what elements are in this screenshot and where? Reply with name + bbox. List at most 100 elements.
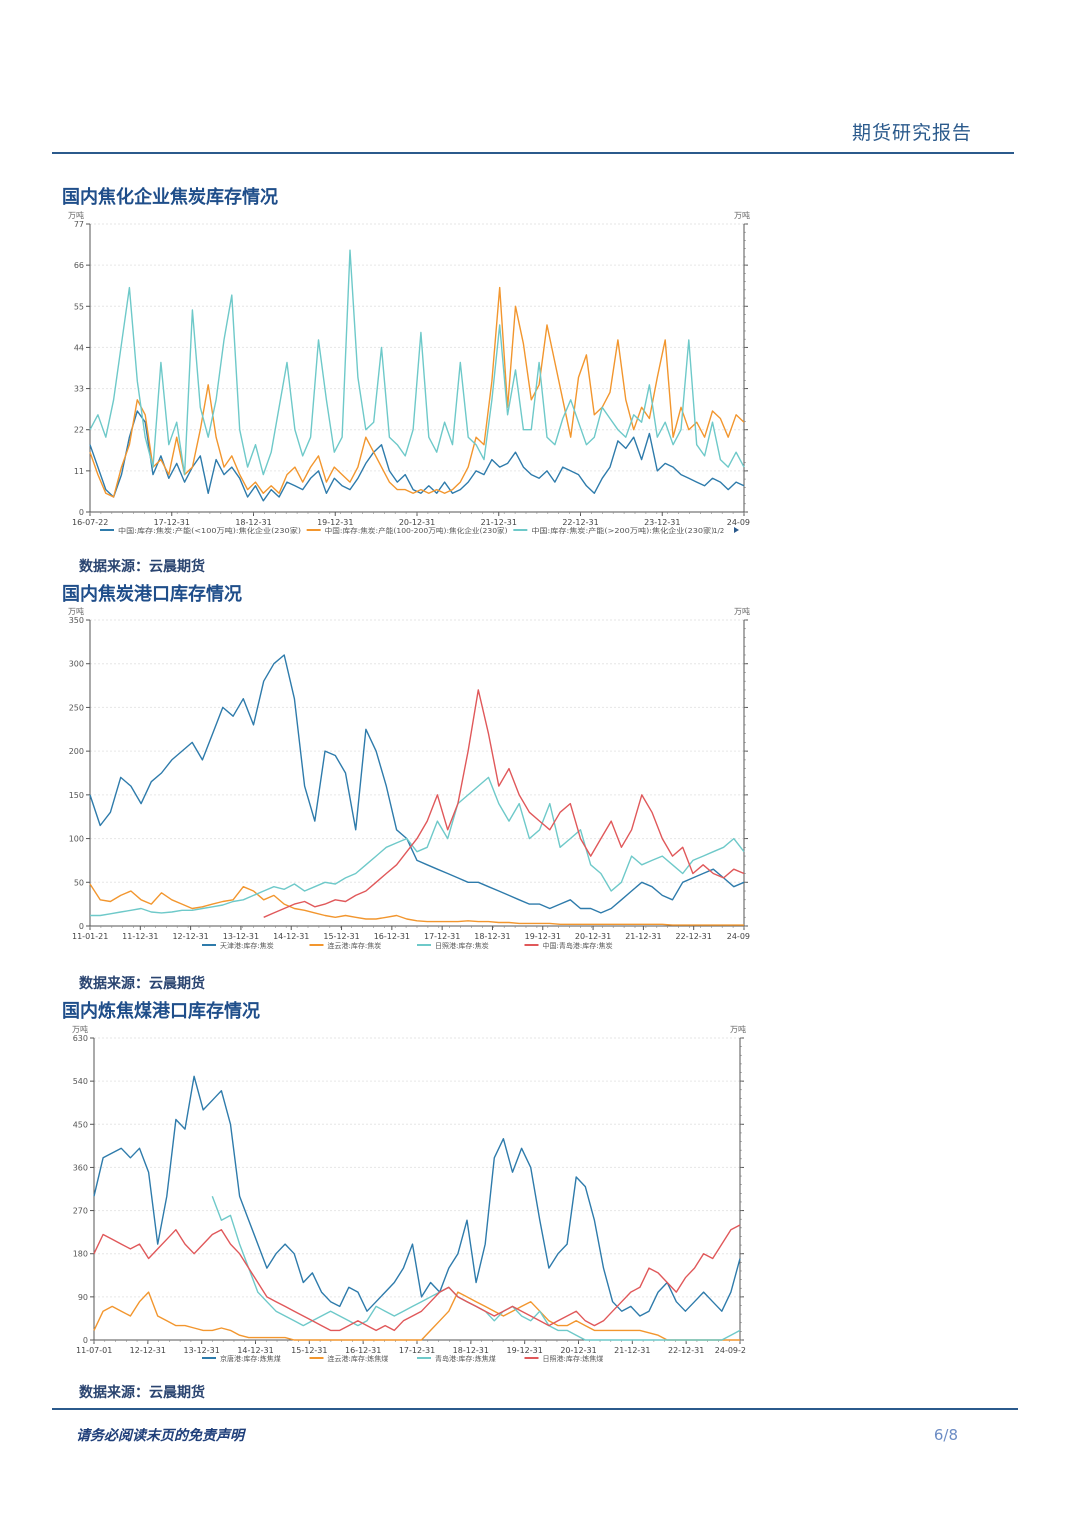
legend-label[interactable]: 连云港:库存:焦炭 bbox=[328, 941, 382, 950]
series-line bbox=[93, 1224, 741, 1332]
x-tick-label: 20-12-31 bbox=[399, 518, 435, 527]
chart3-title: 国内炼焦煤港口库存情况 bbox=[62, 1001, 260, 1022]
legend-label[interactable]: 中国:库存:焦炭:产能(100-200万吨):焦化企业(230家) bbox=[325, 526, 508, 535]
chart2-svg: 万吨 万吨 0 50 100 150 200 250 300 350 11-01-21 11-12-3… bbox=[68, 606, 750, 950]
series-line bbox=[89, 286, 745, 498]
x-tick-label: 15-12-31 bbox=[291, 1346, 327, 1355]
x-tick-label: 12-12-31 bbox=[130, 1346, 166, 1355]
chart2-title: 国内焦炭港口库存情况 bbox=[62, 584, 242, 605]
y-tick-label: 100 bbox=[69, 835, 84, 844]
x-tick-label: 19-12-31 bbox=[507, 1346, 543, 1355]
x-tick-label: 11-12-31 bbox=[122, 932, 158, 941]
legend-pager: 1/2 bbox=[713, 527, 724, 535]
y-tick-label: 66 bbox=[74, 261, 84, 270]
x-tick-label: 17-12-31 bbox=[154, 518, 190, 527]
series-line bbox=[211, 1195, 741, 1341]
x-tick-label: 20-12-31 bbox=[575, 932, 611, 941]
x-tick-label: 18-12-31 bbox=[474, 932, 510, 941]
legend-label[interactable]: 日照港:库存:焦炭 bbox=[435, 941, 489, 950]
y-tick-label: 150 bbox=[69, 791, 84, 800]
x-tick-label: 16-07-22 bbox=[72, 518, 108, 527]
header-divider bbox=[52, 152, 1014, 154]
series-line bbox=[263, 689, 745, 918]
x-tick-label: 22-12-31 bbox=[668, 1346, 704, 1355]
x-tick-label: 18-12-31 bbox=[453, 1346, 489, 1355]
y-tick-label: 55 bbox=[74, 302, 84, 311]
chart1-source: 数据来源：云晨期货 bbox=[79, 559, 205, 575]
report-header-title: 期货研究报告 bbox=[851, 122, 972, 144]
y-tick-label: 50 bbox=[74, 878, 84, 887]
x-tick-label: 11-01-21 bbox=[72, 932, 108, 941]
legend-label[interactable]: 中国:库存:焦炭:产能(<100万吨):焦化企业(230家) bbox=[118, 526, 301, 535]
chart2-source: 数据来源：云晨期货 bbox=[79, 976, 205, 992]
x-tick-label: 13-12-31 bbox=[184, 1346, 220, 1355]
right-unit-label: 万吨 bbox=[734, 210, 750, 220]
chart2-container: 万吨 万吨 0 50 100 150 200 250 300 350 11-01-21 11-12-3… bbox=[62, 604, 762, 956]
series-line bbox=[89, 654, 745, 914]
series-line bbox=[89, 883, 744, 926]
y-tick-label: 200 bbox=[69, 747, 84, 756]
chart3-container: 万吨 万吨 0 90 180 270 360 450 540 630 11-07-01 12-12-3… bbox=[62, 1022, 762, 1370]
right-unit-label: 万吨 bbox=[730, 1024, 746, 1034]
x-tick-label: 21-12-31 bbox=[614, 1346, 650, 1355]
x-tick-label: 11-07-01 bbox=[76, 1346, 112, 1355]
y-tick-label: 33 bbox=[74, 385, 84, 394]
legend-prev-icon[interactable] bbox=[704, 527, 709, 533]
x-tick-label: 14-12-31 bbox=[237, 1346, 273, 1355]
x-tick-label: 19-12-31 bbox=[525, 932, 561, 941]
y-tick-label: 22 bbox=[74, 426, 84, 435]
y-tick-label: 0 bbox=[79, 922, 84, 931]
series-line bbox=[89, 249, 745, 476]
y-tick-label: 90 bbox=[78, 1293, 88, 1302]
y-tick-label: 44 bbox=[74, 343, 84, 352]
x-tick-label: 24-09-2 bbox=[715, 1346, 746, 1355]
x-tick-label: 24-09 bbox=[727, 518, 750, 527]
x-tick-label: 12-12-31 bbox=[172, 932, 208, 941]
legend-next-icon[interactable] bbox=[734, 527, 739, 533]
y-tick-label: 300 bbox=[69, 660, 84, 669]
legend-label[interactable]: 中国:库存:焦炭:产能(>200万吨):焦化企业(230家) bbox=[531, 526, 714, 535]
y-tick-label: 250 bbox=[69, 703, 84, 712]
chart1-title: 国内焦化企业焦炭库存情况 bbox=[62, 187, 278, 208]
left-unit-label: 万吨 bbox=[68, 210, 84, 220]
chart3-source: 数据来源：云晨期货 bbox=[79, 1385, 205, 1401]
series-line bbox=[93, 1075, 741, 1317]
chart1-container: 万吨 万吨 0 11 22 33 44 55 66 77 16-07-22 17-12-31 18-12… bbox=[62, 208, 762, 540]
x-tick-label: 23-12-31 bbox=[644, 518, 680, 527]
page-number: 6/8 bbox=[933, 1426, 958, 1444]
x-tick-label: 13-12-31 bbox=[223, 932, 259, 941]
legend-label[interactable]: 京唐港:库存:炼焦煤 bbox=[220, 1354, 281, 1363]
left-unit-label: 万吨 bbox=[72, 1024, 88, 1034]
series-line bbox=[93, 1291, 740, 1341]
x-tick-label: 15-12-31 bbox=[323, 932, 359, 941]
x-tick-label: 20-12-31 bbox=[560, 1346, 596, 1355]
y-tick-label: 11 bbox=[74, 467, 84, 476]
legend-label[interactable]: 天津港:库存:焦炭 bbox=[220, 941, 274, 950]
y-tick-label: 630 bbox=[73, 1034, 88, 1043]
legend-label[interactable]: 连云港:库存:炼焦煤 bbox=[328, 1354, 389, 1363]
x-tick-label: 17-12-31 bbox=[424, 932, 460, 941]
chart3-svg: 万吨 万吨 0 90 180 270 360 450 540 630 11-07-01 12-12-3… bbox=[72, 1024, 746, 1363]
x-tick-label: 17-12-31 bbox=[399, 1346, 435, 1355]
legend-label[interactable]: 中国:青岛港:库存:焦炭 bbox=[543, 941, 613, 950]
y-tick-label: 450 bbox=[73, 1120, 88, 1129]
y-tick-label: 77 bbox=[74, 220, 84, 229]
x-tick-label: 21-12-31 bbox=[481, 518, 517, 527]
y-tick-label: 0 bbox=[79, 508, 84, 517]
disclaimer-note[interactable]: 请务必阅读末页的免责声明 bbox=[76, 1428, 244, 1444]
footer-divider bbox=[52, 1408, 1018, 1410]
x-tick-label: 19-12-31 bbox=[317, 518, 353, 527]
series-line bbox=[90, 776, 745, 917]
chart1-svg: 万吨 万吨 0 11 22 33 44 55 66 77 16-07-22 17-12-31 18-12… bbox=[68, 210, 750, 535]
right-unit-label: 万吨 bbox=[734, 606, 750, 616]
legend-label[interactable]: 日照港:库存:炼焦煤 bbox=[543, 1354, 604, 1363]
y-tick-label: 540 bbox=[73, 1077, 88, 1086]
series-line bbox=[89, 410, 745, 502]
y-tick-label: 270 bbox=[73, 1207, 88, 1216]
y-tick-label: 0 bbox=[83, 1336, 88, 1345]
x-tick-label: 21-12-31 bbox=[625, 932, 661, 941]
y-tick-label: 360 bbox=[73, 1163, 88, 1172]
left-unit-label: 万吨 bbox=[68, 606, 84, 616]
x-tick-label: 16-12-31 bbox=[345, 1346, 381, 1355]
legend-label[interactable]: 青岛港:库存:炼焦煤 bbox=[435, 1354, 496, 1363]
